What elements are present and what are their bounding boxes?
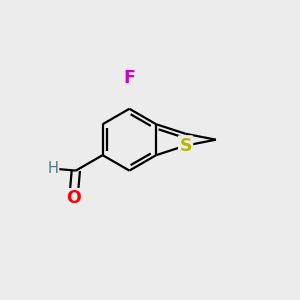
Text: F: F [124, 69, 135, 87]
Text: O: O [66, 189, 81, 207]
Text: H: H [47, 161, 58, 176]
Text: S: S [179, 136, 192, 154]
